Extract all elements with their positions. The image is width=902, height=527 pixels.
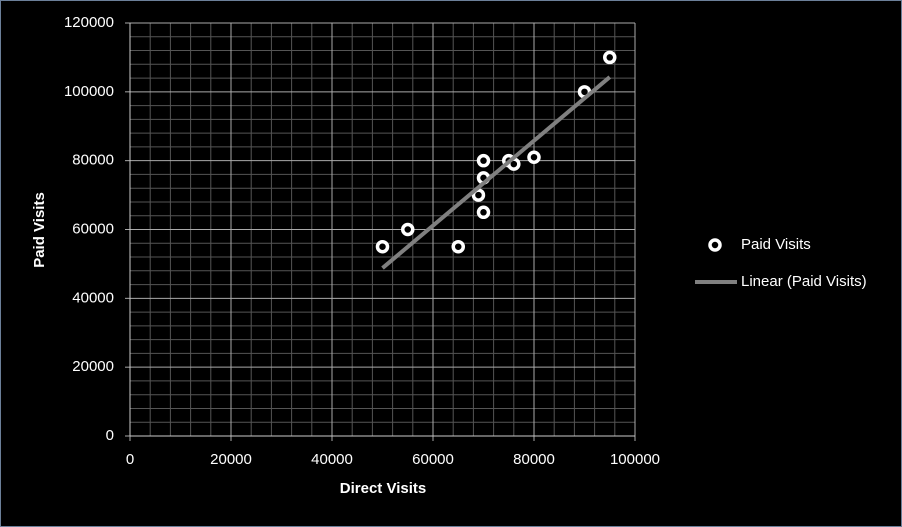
x-tick-label: 0 <box>126 451 134 468</box>
point <box>476 205 491 220</box>
trend-line <box>381 75 612 270</box>
legend-label: Linear (Paid Visits) <box>741 273 867 290</box>
point <box>375 239 390 254</box>
y-tick-label: 0 <box>106 427 114 444</box>
x-tick-label: 100000 <box>610 451 660 468</box>
point <box>603 50 617 65</box>
x-tick-label: 80000 <box>513 451 555 468</box>
y-tick-label: 20000 <box>72 358 114 375</box>
y-tick-label: 120000 <box>64 14 114 31</box>
point <box>476 153 491 168</box>
y-tick-label: 60000 <box>72 220 114 237</box>
legend-label: Paid Visits <box>741 236 811 253</box>
y-tick-label: 80000 <box>72 152 114 169</box>
x-tick-label: 20000 <box>210 451 252 468</box>
point <box>527 150 541 164</box>
y-tick-label: 100000 <box>64 83 114 100</box>
y-axis-title: Paid Visits <box>31 192 48 268</box>
point <box>451 239 465 254</box>
point <box>471 188 486 202</box>
x-tick-label: 40000 <box>311 451 353 468</box>
y-tick-label: 40000 <box>72 289 114 306</box>
legend-swatch <box>708 238 722 252</box>
x-axis-title: Direct Visits <box>340 480 426 497</box>
point <box>401 222 415 237</box>
x-tick-label: 60000 <box>412 451 454 468</box>
